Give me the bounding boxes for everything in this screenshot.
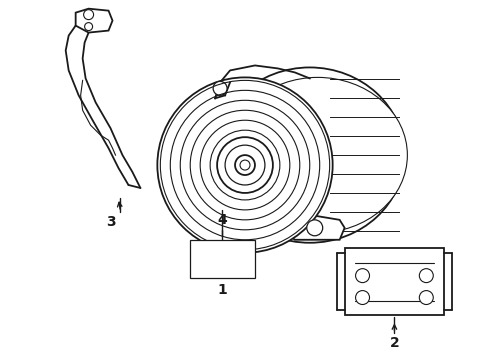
Circle shape [240, 160, 250, 170]
Ellipse shape [215, 67, 404, 243]
Circle shape [84, 10, 94, 20]
Circle shape [157, 77, 333, 253]
Text: 2: 2 [390, 336, 399, 350]
Polygon shape [75, 9, 113, 32]
Text: 3: 3 [106, 215, 115, 229]
Text: 1: 1 [217, 283, 227, 297]
Text: 4: 4 [217, 213, 227, 227]
Circle shape [85, 23, 93, 31]
Circle shape [307, 220, 323, 236]
Ellipse shape [228, 77, 407, 233]
Circle shape [356, 269, 369, 283]
Circle shape [217, 137, 273, 193]
Circle shape [419, 269, 433, 283]
Circle shape [419, 291, 433, 305]
Bar [344, 248, 444, 315]
Polygon shape [280, 215, 344, 240]
Circle shape [213, 81, 227, 95]
Circle shape [225, 145, 265, 185]
Bar [190, 240, 255, 278]
Circle shape [356, 291, 369, 305]
Circle shape [235, 155, 255, 175]
